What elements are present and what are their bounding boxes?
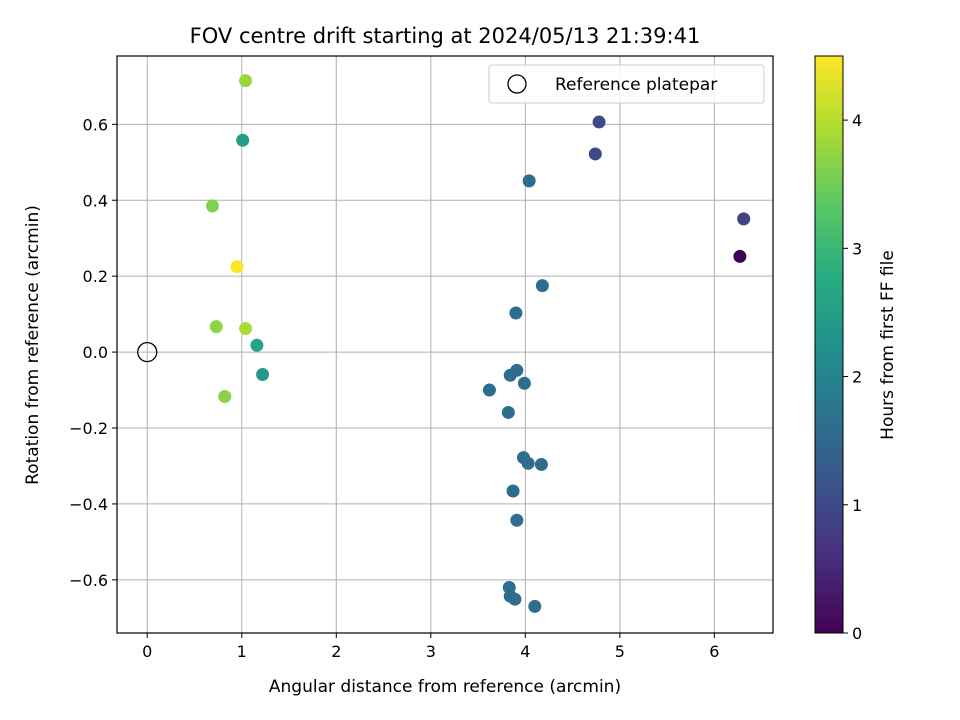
data-point [503,368,517,382]
legend-marker [507,74,527,94]
chart-title: FOV centre drift starting at 2024/05/13 … [190,24,701,48]
data-point [522,174,536,188]
colorbar-label: Hours from first FF file [878,250,898,440]
y-tick-label: −0.2 [69,419,108,438]
data-point [230,260,244,274]
colorbar-tick-label: 1 [852,496,862,515]
y-tick-label: 0.4 [83,191,108,210]
data-point [218,390,232,404]
data-point [521,456,535,470]
x-tick-label: 0 [142,642,152,661]
y-axis-label: Rotation from reference (arcmin) [23,205,43,485]
legend: Reference platepar [488,64,765,104]
x-tick-label: 6 [709,642,719,661]
data-point [239,322,253,336]
x-tick-label: 1 [237,642,247,661]
data-point [517,376,531,390]
colorbar-ticks: 0 1 2 3 4 [843,111,862,643]
data-point [205,199,219,213]
colorbar-gradient [814,55,844,634]
x-tick-label: 2 [331,642,341,661]
data-point [592,115,606,129]
colorbar-tick-label: 0 [852,624,862,643]
data-point [509,306,523,320]
data-point [256,367,270,381]
reference-marker [137,341,158,363]
y-tick-label: 0.0 [83,343,108,362]
legend-entry: Reference platepar [555,75,717,95]
data-point [528,599,542,613]
x-tick-label: 5 [615,642,625,661]
colorbar-tick-label: 2 [852,368,862,387]
data-point [250,338,264,352]
data-point [482,383,496,397]
y-axis-ticks: −0.6 −0.4 −0.2 0.0 0.2 0.4 0.6 [69,115,117,590]
data-point [209,320,223,334]
data-point [733,249,747,263]
reference-platepar-point [137,341,158,363]
x-tick-label: 3 [426,642,436,661]
data-point [588,147,602,161]
colorbar: 0 1 2 3 4 Hours from first FF file [814,55,898,643]
colorbar-tick-label: 3 [852,239,862,258]
data-point [534,457,548,471]
data-points [205,74,751,613]
x-axis-label: Angular distance from reference (arcmin) [269,677,621,697]
colorbar-tick-label: 4 [852,111,862,130]
data-point [535,279,549,293]
y-tick-label: −0.6 [69,571,108,590]
data-point [508,592,522,606]
data-point [501,405,515,419]
legend-box [488,64,765,104]
y-tick-label: −0.4 [69,495,108,514]
x-axis-ticks: 0 1 2 3 4 5 6 [142,633,719,661]
data-point [737,212,751,226]
data-point [510,513,524,527]
y-tick-label: 0.2 [83,267,108,286]
data-point [239,74,253,88]
grid [117,56,773,633]
data-point [236,133,250,147]
y-tick-label: 0.6 [83,115,108,134]
x-tick-label: 4 [520,642,530,661]
plot-frame [116,55,774,634]
data-point [506,484,520,498]
